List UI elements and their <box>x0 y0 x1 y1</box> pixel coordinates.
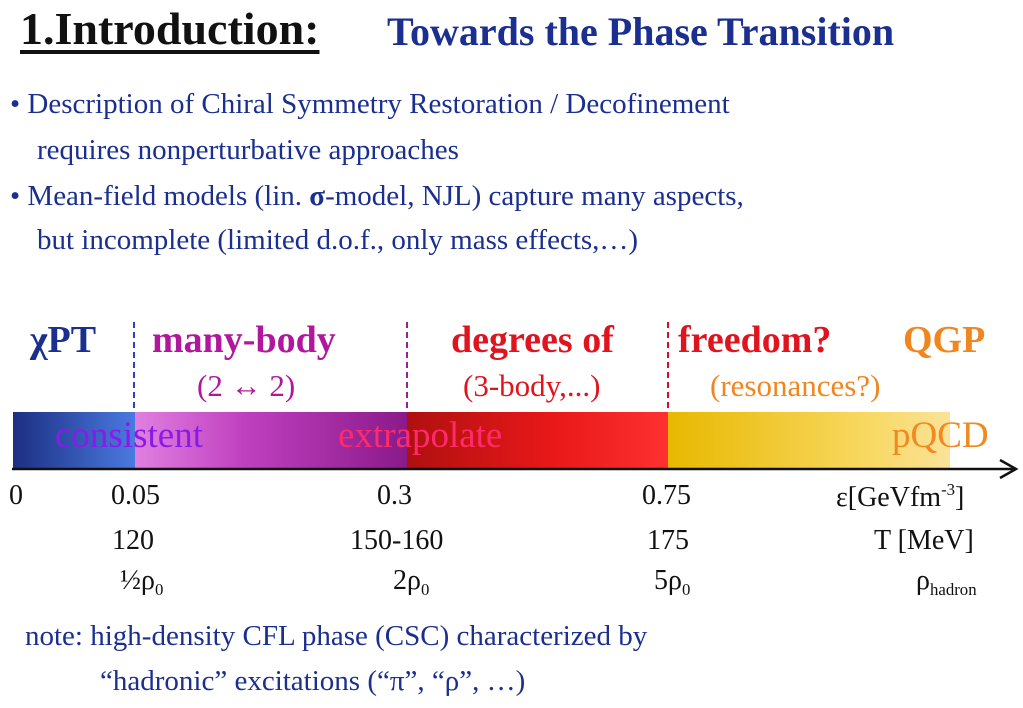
energy-unit-exponent: -3 <box>941 480 956 499</box>
energy-tick-0: 0 <box>9 480 23 511</box>
rho-symbol: ρ <box>668 565 682 596</box>
energy-axis-unit: ε[GeVfm-3] <box>836 480 964 514</box>
bullet-2-line1: • Mean-field models (lin. σ-model, NJL) … <box>10 180 744 213</box>
bullet-1-line1: • Description of Chiral Symmetry Restora… <box>10 88 730 120</box>
energy-unit-suffix: ] <box>955 481 965 513</box>
temperature-150-160: 150-160 <box>350 525 444 556</box>
region-many-body: many-body <box>152 319 336 361</box>
energy-tick-0-3: 0.3 <box>377 480 412 511</box>
sigma-symbol: σ <box>309 180 326 212</box>
bar-label-extrapolate: extrapolate <box>338 415 503 456</box>
region-freedom: freedom? <box>678 319 832 361</box>
bullet-2-text-b: -model, NJL) capture many aspects, <box>325 180 744 212</box>
energy-tick-0-75: 0.75 <box>642 480 691 511</box>
density-two: 2ρ0 <box>393 565 429 600</box>
bullet-2-line2: but incomplete (limited d.o.f., only mas… <box>37 224 639 256</box>
density-five: 5ρ0 <box>654 565 690 600</box>
bar-label-consistent: consistent <box>55 415 203 456</box>
region-many-body-sub: (2 ↔ 2) <box>197 368 296 403</box>
rho-subscript: 0 <box>681 579 691 599</box>
region-degrees-of: degrees of <box>451 319 614 361</box>
density-half: ½ρ0 <box>120 565 163 600</box>
region-chipt: χPT <box>30 319 97 361</box>
density-five-coef: 5 <box>654 565 668 596</box>
region-degrees-sub: (3-body,...) <box>463 368 601 403</box>
bar-segment-qgp <box>668 412 950 469</box>
density-two-coef: 2 <box>393 565 407 596</box>
temperature-unit: T [MeV] <box>874 525 974 556</box>
region-freedom-sub: (resonances?) <box>710 368 881 403</box>
separator-many-body <box>406 322 408 468</box>
bar-segment-many-body <box>135 412 407 469</box>
note-line1: note: high-density CFL phase (CSC) chara… <box>25 620 648 652</box>
title-number: 1.Introduction: <box>20 3 320 54</box>
bullet-1-line2: requires nonperturbative approaches <box>37 134 459 166</box>
rho-symbol: ρ <box>916 565 930 596</box>
title-subtitle: Towards the Phase Transition <box>387 9 895 54</box>
separator-degrees <box>667 322 669 468</box>
separator-chipt <box>133 322 135 468</box>
rho-symbol: ρ <box>407 565 421 596</box>
temperature-120: 120 <box>112 525 154 556</box>
rho-symbol: ρ <box>141 565 155 596</box>
region-qgp: QGP <box>903 319 986 361</box>
bar-label-pqcd: pQCD <box>892 415 989 456</box>
bar-segment-three-body <box>407 412 668 469</box>
energy-axis-arrow <box>12 458 1019 480</box>
rho-subscript: 0 <box>420 579 430 599</box>
bullet-2-text-a: • Mean-field models (lin. <box>10 180 310 212</box>
energy-tick-0-05: 0.05 <box>111 480 160 511</box>
density-half-coef: ½ <box>120 565 141 596</box>
temperature-175: 175 <box>647 525 689 556</box>
energy-unit-prefix: ε[GeVfm <box>836 481 942 513</box>
rho-subscript: 0 <box>154 579 164 599</box>
bar-segment-chipt <box>13 412 135 469</box>
density-unit: ρhadron <box>916 565 977 600</box>
note-line2: “hadronic” excitations (“π”, “ρ”, …) <box>100 665 526 697</box>
rho-hadron-subscript: hadron <box>929 579 977 599</box>
